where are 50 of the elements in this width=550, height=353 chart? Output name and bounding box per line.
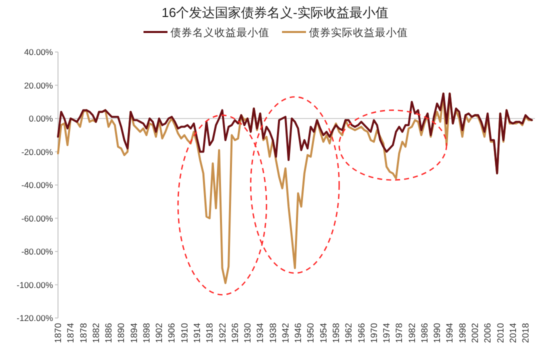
x-tick-label: 1890	[116, 323, 126, 344]
x-tick-label: 1982	[406, 323, 417, 344]
x-tick-label: 2018	[520, 323, 531, 344]
x-tick-label: 1870	[53, 323, 63, 344]
x-tick-label: 1918	[204, 323, 215, 344]
x-tick-label: 1906	[166, 323, 177, 344]
y-tick-label: -80.00%	[21, 246, 54, 256]
y-tick-label: 40.00%	[24, 47, 54, 57]
x-tick-label: 1974	[382, 323, 392, 344]
x-tick-label: 1898	[141, 323, 152, 344]
x-tick-label: 1970	[368, 323, 379, 344]
x-tick-label: 1882	[90, 323, 101, 344]
x-tick-label: 1990	[432, 323, 442, 344]
y-tick-label: 0.00%	[28, 114, 54, 124]
x-tick-label: 2006	[482, 323, 493, 344]
x-tick-label: 1926	[230, 323, 240, 344]
y-tick-label: -100.00%	[16, 280, 54, 290]
x-tick-label: 1910	[179, 323, 190, 344]
chart-title: 16个发达国家债券名义-实际收益最小值	[162, 5, 388, 20]
x-tick-label: 1954	[318, 323, 328, 344]
legend-label: 债券实际收益最小值	[309, 26, 408, 39]
x-tick-label: 1878	[78, 323, 88, 344]
x-tick-label: 1930	[242, 323, 253, 344]
x-tick-label: 1966	[356, 323, 366, 344]
x-tick-label: 2010	[495, 323, 506, 344]
x-tick-label: 1958	[330, 323, 341, 344]
x-tick-label: 1946	[293, 323, 304, 344]
x-tick-label: 1914	[192, 323, 202, 344]
x-tick-label: 1894	[128, 323, 139, 344]
legend-label: 债券名义收益最小值	[170, 26, 270, 39]
x-tick-label: 1998	[457, 323, 468, 344]
x-tick-label: 1950	[306, 323, 316, 344]
y-tick-label: 20.00%	[24, 80, 54, 90]
x-tick-label: 1978	[394, 323, 404, 344]
x-tick-label: 1938	[268, 323, 278, 344]
x-tick-label: 1902	[154, 323, 164, 344]
y-tick-label: -60.00%	[21, 213, 54, 224]
x-tick-label: 1986	[419, 323, 430, 344]
x-tick-label: 1942	[280, 323, 290, 344]
x-tick-label: 1874	[66, 323, 76, 344]
x-tick-label: 1922	[217, 323, 228, 344]
x-tick-label: 2014	[508, 323, 518, 344]
y-tick-label: -40.00%	[21, 180, 54, 190]
y-tick-label: -120.00%	[16, 313, 54, 323]
x-tick-label: 1934	[255, 323, 266, 344]
x-tick-label: 1886	[104, 323, 114, 344]
x-tick-label: 2002	[470, 323, 480, 344]
y-tick-label: -20.00%	[21, 146, 54, 157]
x-tick-label: 1962	[344, 323, 354, 344]
x-tick-label: 1994	[444, 323, 455, 344]
